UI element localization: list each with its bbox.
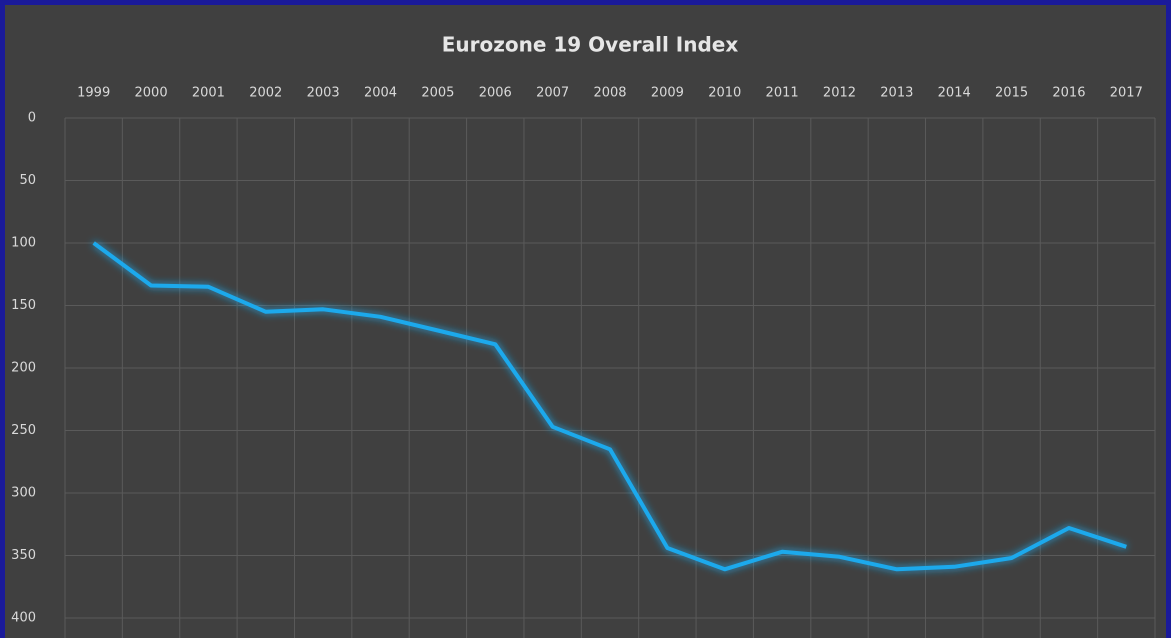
y-tick-label: 50 — [19, 173, 36, 188]
y-tick-label: 150 — [11, 298, 36, 313]
x-tick-label: 2015 — [995, 86, 1028, 101]
chart-background — [5, 5, 1166, 638]
x-tick-label: 2009 — [651, 86, 684, 101]
y-tick-label: 200 — [11, 361, 36, 376]
x-tick-label: 2000 — [135, 86, 168, 101]
x-tick-label: 2003 — [307, 86, 340, 101]
x-tick-label: 2013 — [880, 86, 913, 101]
x-tick-label: 1999 — [77, 86, 110, 101]
x-tick-label: 2005 — [421, 86, 454, 101]
y-tick-label: 400 — [11, 611, 36, 626]
x-tick-label: 2006 — [479, 86, 512, 101]
x-tick-label: 2014 — [938, 86, 971, 101]
x-tick-label: 2011 — [766, 86, 799, 101]
x-tick-label: 2004 — [364, 86, 397, 101]
x-tick-label: 2017 — [1110, 86, 1143, 101]
x-tick-label: 2012 — [823, 86, 856, 101]
y-tick-label: 350 — [11, 548, 36, 563]
y-tick-label: 0 — [28, 111, 36, 126]
data-line — [92, 241, 1127, 572]
y-tick-label: 300 — [11, 486, 36, 501]
y-tick-label: 100 — [11, 236, 36, 251]
chart-title: Eurozone 19 Overall Index — [442, 33, 739, 57]
x-tick-label: 2007 — [536, 86, 569, 101]
x-tick-label: 2008 — [593, 86, 626, 101]
x-tick-label: 2016 — [1052, 86, 1085, 101]
x-tick-label: 2002 — [249, 86, 282, 101]
x-tick-label: 2010 — [708, 86, 741, 101]
y-tick-label: 250 — [11, 423, 36, 438]
x-tick-label: 2001 — [192, 86, 225, 101]
